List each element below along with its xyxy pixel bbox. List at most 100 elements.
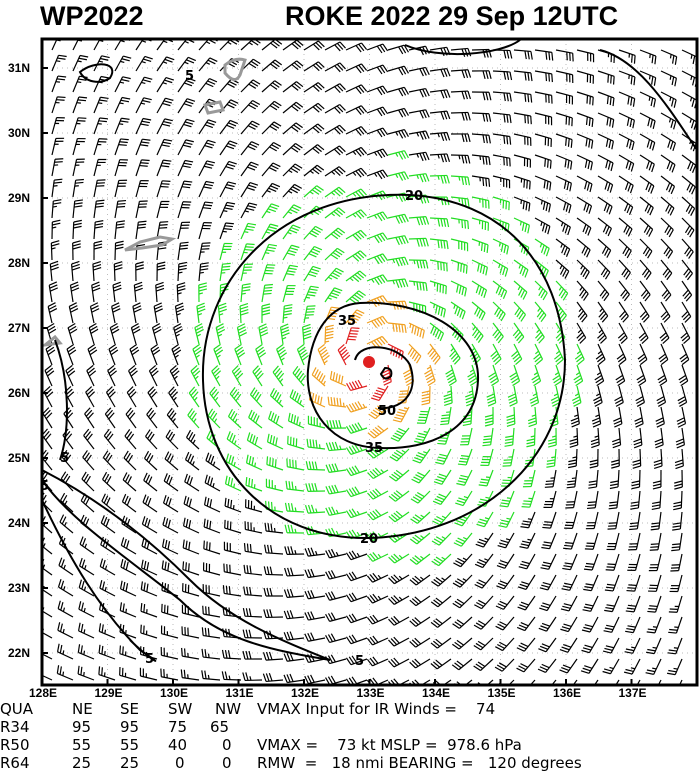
wind-barb xyxy=(668,595,683,613)
wind-barb xyxy=(345,327,360,345)
wind-barb xyxy=(429,174,450,184)
wind-barb xyxy=(511,343,523,366)
wind-barb xyxy=(264,544,284,555)
wind-barb xyxy=(345,634,368,645)
wind-barb xyxy=(541,532,557,550)
isotach-5 xyxy=(42,499,157,662)
wind-barb xyxy=(513,238,530,256)
wind-barb xyxy=(492,280,508,300)
wind-barb xyxy=(173,323,183,345)
wind-barb xyxy=(597,217,612,237)
wind-barb xyxy=(255,343,267,366)
wind-barb xyxy=(435,448,452,465)
wind-barb xyxy=(303,285,319,303)
wind-barb xyxy=(534,133,552,147)
latitude-label: 28N xyxy=(8,256,30,270)
wind-barb xyxy=(516,616,536,632)
wind-barb xyxy=(114,117,130,135)
wind-barb xyxy=(576,259,590,280)
wind-barb xyxy=(88,323,99,345)
wind-barb xyxy=(66,343,77,366)
wind-barb xyxy=(204,474,221,492)
wind-barb xyxy=(639,112,656,129)
wind-barb xyxy=(555,49,574,62)
wind-barb xyxy=(177,118,195,135)
wind-barb xyxy=(198,139,216,156)
wind-barb xyxy=(604,574,620,592)
wind-barb xyxy=(51,75,67,93)
wind-barb xyxy=(555,196,572,214)
wind-barb xyxy=(597,301,609,323)
wind-barb xyxy=(387,322,407,334)
wind-barb xyxy=(593,679,599,685)
wind-barb xyxy=(635,385,645,407)
wind-barb xyxy=(471,175,491,187)
wind-barb xyxy=(388,615,410,626)
wind-barb xyxy=(667,658,683,676)
wind-barb xyxy=(502,448,515,467)
wind-barb xyxy=(282,163,303,177)
wind-barb xyxy=(480,448,494,467)
wind-barb xyxy=(555,301,567,323)
wind-barb xyxy=(92,260,102,282)
wind-barb xyxy=(261,203,280,219)
wind-barb xyxy=(261,243,278,261)
wind-barb xyxy=(430,658,452,670)
wind-barb xyxy=(471,238,489,254)
wind-barb xyxy=(119,580,137,597)
wind-barb xyxy=(78,601,95,618)
table-cell: 0 xyxy=(222,736,232,754)
wind-barb xyxy=(634,406,644,428)
wind-barb xyxy=(408,280,428,292)
wind-barb xyxy=(471,70,492,80)
wind-barb xyxy=(287,435,305,450)
wind-barb xyxy=(366,614,389,625)
wind-barb xyxy=(150,343,161,366)
coastlines xyxy=(42,57,247,347)
wind-barb xyxy=(287,412,305,429)
wind-barb xyxy=(63,407,74,429)
longitude-labels: 128E 129E 130E 131E 132E 133E 134E 135E 136E 137E xyxy=(29,679,647,700)
wind-barb xyxy=(345,146,368,157)
wind-barb xyxy=(554,343,564,366)
wind-barb xyxy=(388,574,410,585)
wind-barb xyxy=(618,259,631,280)
wind-barb xyxy=(272,365,285,387)
wind-barb xyxy=(162,516,179,534)
wind-barb xyxy=(590,427,600,449)
wind-barb xyxy=(593,385,603,407)
island-outline xyxy=(202,100,226,115)
wind-barb xyxy=(534,280,548,301)
wind-barb xyxy=(534,112,553,126)
wind-barb xyxy=(631,469,641,490)
wind-barb xyxy=(284,502,305,513)
isotachs xyxy=(42,39,697,662)
wind-barb xyxy=(576,217,592,236)
wind-barb xyxy=(526,427,536,448)
wind-barb xyxy=(219,201,236,219)
wind-barb xyxy=(198,180,215,198)
wind-barb xyxy=(467,364,478,387)
wind-barb xyxy=(624,637,641,654)
wind-barb xyxy=(409,658,431,669)
wind-barb xyxy=(177,77,196,93)
wind-barb xyxy=(507,385,518,407)
latitude-label: 24N xyxy=(8,516,30,530)
wind-barb xyxy=(91,281,101,303)
wind-barb xyxy=(182,561,200,576)
wind-barb xyxy=(660,196,675,216)
wind-barb xyxy=(51,54,67,72)
wind-barb xyxy=(292,365,307,387)
wind-barb xyxy=(102,450,116,471)
wind-barb xyxy=(296,343,310,366)
latitude-labels: 31N 30N 29N 28N 27N 26N 25N 24N 23N 22N xyxy=(8,61,48,660)
wind-barb xyxy=(304,611,326,621)
wind-barb xyxy=(326,419,347,429)
wind-barb xyxy=(433,469,452,485)
isotach-inner xyxy=(379,366,393,380)
wind-barb xyxy=(498,511,515,528)
wind-barb xyxy=(262,651,284,661)
wind-barb xyxy=(474,595,494,610)
wind-barb xyxy=(679,343,690,366)
wind-barb xyxy=(135,261,144,282)
